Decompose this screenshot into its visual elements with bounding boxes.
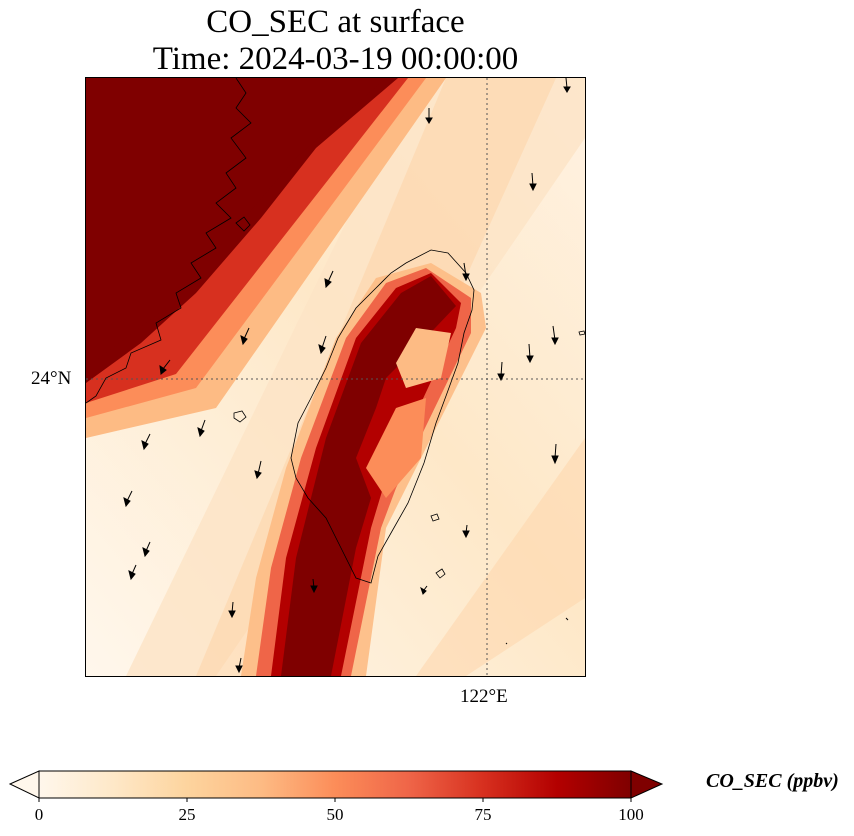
taiwan-light-patch-mid xyxy=(366,398,426,498)
wind-vector xyxy=(240,327,250,346)
colorbar-tick-label: 0 xyxy=(34,805,44,824)
colorbar-ticks xyxy=(38,798,632,802)
wind-vector xyxy=(420,585,428,595)
wind-vector xyxy=(235,657,243,674)
colorbar-gradient xyxy=(38,770,632,799)
island-outline xyxy=(578,330,585,336)
wind-vector xyxy=(425,108,433,124)
wind-vector xyxy=(563,78,571,93)
wind-vector xyxy=(123,490,133,508)
wind-vector xyxy=(462,262,470,282)
southeast-plume xyxy=(416,438,585,676)
wind-vector xyxy=(529,172,537,192)
colorbar-extend-max xyxy=(630,770,664,799)
taiwan-plume-core xyxy=(281,276,456,676)
island-outline xyxy=(233,410,247,423)
wind-vector xyxy=(128,564,137,581)
wind-vector xyxy=(310,578,318,594)
wind-vectors xyxy=(123,78,571,674)
island-outline xyxy=(430,513,440,522)
taiwan-coastline xyxy=(290,249,475,584)
wind-vector xyxy=(505,642,508,645)
longitude-tick-label: 122°E xyxy=(460,686,508,707)
wind-vector xyxy=(462,524,470,539)
wind-vector xyxy=(324,270,334,289)
latitude-tick-label: 24°N xyxy=(31,368,72,389)
colorbar xyxy=(8,770,664,802)
colorbar-tick-label: 25 xyxy=(178,805,196,824)
concentration-map xyxy=(86,78,585,676)
wind-vector xyxy=(142,541,151,558)
wind-vector xyxy=(159,359,171,375)
wind-vector xyxy=(526,343,534,364)
map-time-subtitle: Time: 2024-03-19 00:00:00 xyxy=(152,41,519,77)
island-outline xyxy=(435,568,446,579)
colorbar-tick-label: 50 xyxy=(326,805,344,824)
wind-vector xyxy=(141,433,151,451)
map-panel xyxy=(85,77,586,677)
colorbar-extend-min xyxy=(8,770,40,799)
wind-vector xyxy=(497,361,505,382)
wind-vector xyxy=(551,325,559,346)
island-outline xyxy=(235,216,251,232)
colorbar-tick-label: 100 xyxy=(618,805,644,824)
wind-vector xyxy=(565,617,569,621)
wind-vector xyxy=(254,460,262,480)
taiwan-light-patch-north xyxy=(396,328,451,388)
wind-vector xyxy=(228,601,236,619)
wind-vector xyxy=(318,335,327,355)
colorbar-tick-label: 75 xyxy=(474,805,492,824)
wind-vector xyxy=(197,419,206,438)
colorbar-title: CO_SEC (ppbv) xyxy=(706,770,839,792)
mainland-coastline xyxy=(86,78,252,404)
map-title: CO_SEC at surface xyxy=(206,4,465,40)
wind-vector xyxy=(551,443,559,465)
